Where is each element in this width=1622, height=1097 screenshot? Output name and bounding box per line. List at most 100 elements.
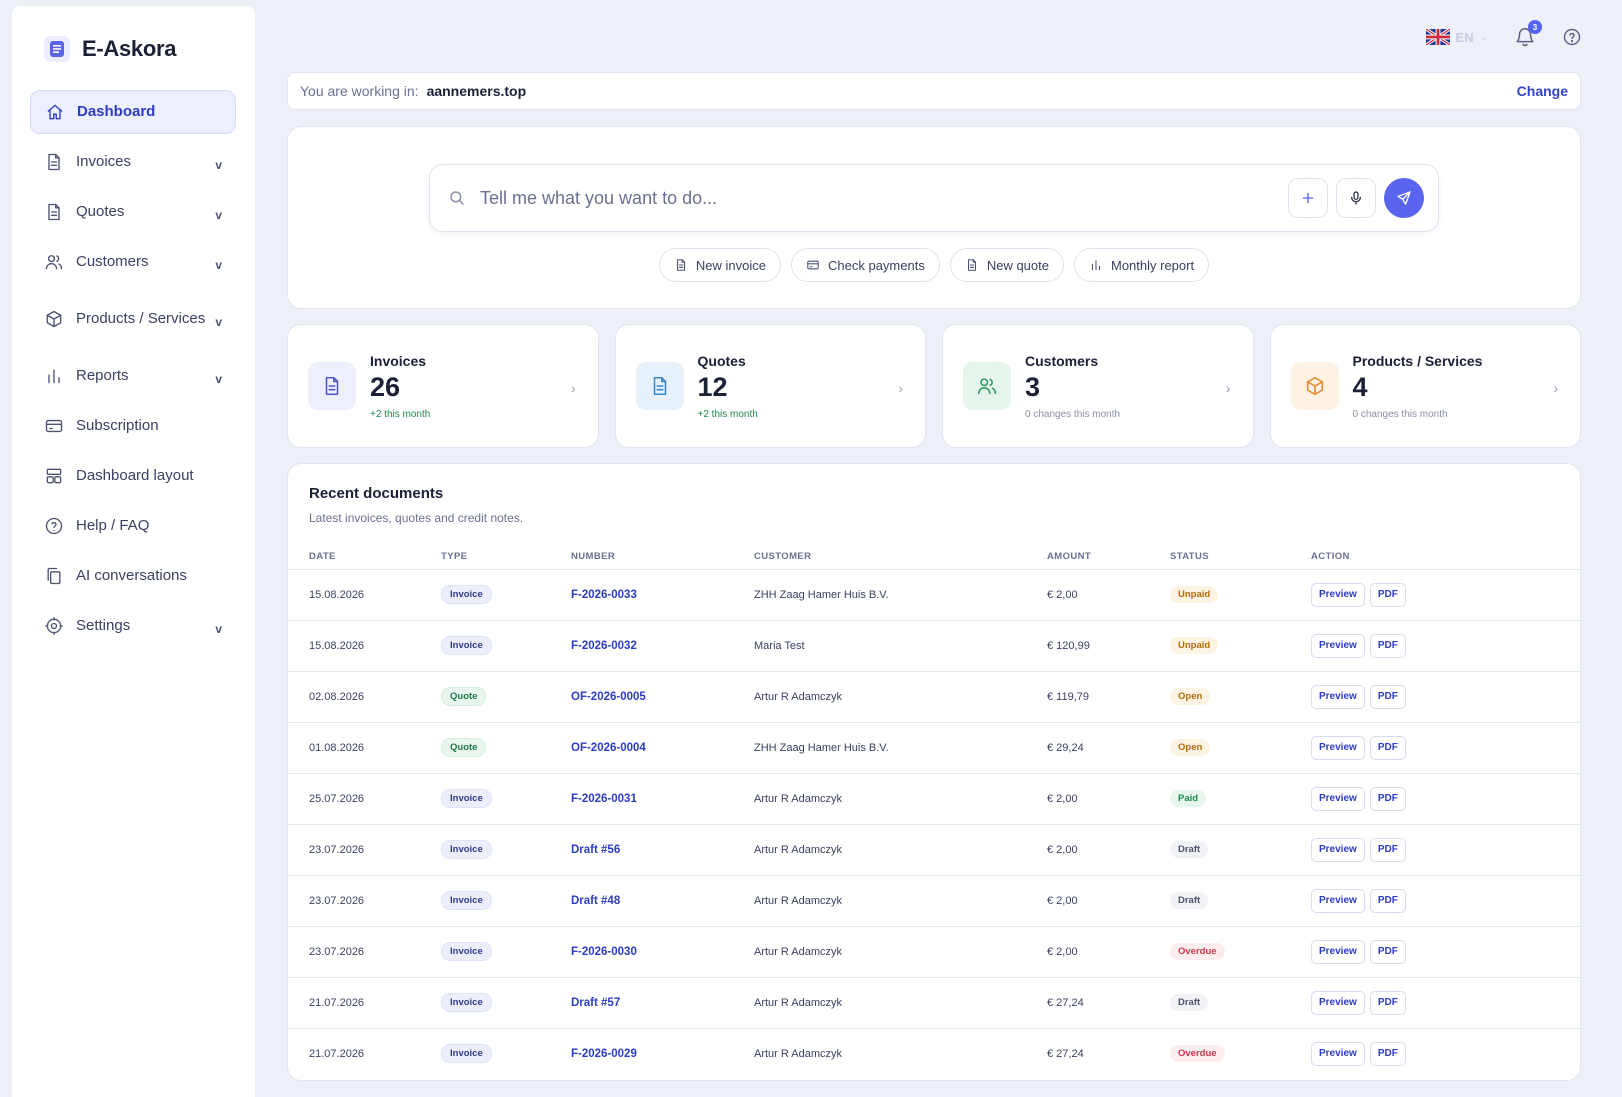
preview-button[interactable]: Preview bbox=[1311, 786, 1365, 811]
pdf-button[interactable]: PDF bbox=[1369, 888, 1406, 913]
table-row: 21.07.2026 Invoice F-2026-0029 Artur R Adam… bbox=[288, 1028, 1580, 1079]
sidebar-item-label: Help / FAQ bbox=[76, 517, 150, 534]
stat-card-customers[interactable]: Customers 3 0 changes this month › bbox=[942, 324, 1254, 448]
topbar-actions: EN ⌄ 3 bbox=[1425, 20, 1582, 48]
notifications-button[interactable]: 3 bbox=[1514, 20, 1542, 48]
pdf-button[interactable]: PDF bbox=[1369, 939, 1406, 964]
help-icon bbox=[44, 516, 64, 536]
document-amount: € 27,24 bbox=[1047, 1047, 1084, 1060]
stat-card-invoices[interactable]: Invoices 26 +2 this month › bbox=[287, 324, 599, 448]
sidebar-item-subscription[interactable]: Subscription bbox=[30, 404, 236, 448]
pdf-button[interactable]: PDF bbox=[1369, 684, 1406, 709]
chevron-down-icon: ⌄ bbox=[1479, 31, 1488, 43]
status-badge: Draft bbox=[1170, 994, 1209, 1011]
assistant-input[interactable] bbox=[466, 187, 1280, 209]
brand[interactable]: E-Askora bbox=[44, 36, 177, 62]
stat-value: 3 bbox=[1025, 372, 1041, 402]
preview-button[interactable]: Preview bbox=[1311, 735, 1365, 760]
chevron-down-icon: v bbox=[215, 158, 222, 172]
sidebar-item-customers[interactable]: Customers v bbox=[30, 240, 236, 284]
language-code: EN bbox=[1455, 29, 1474, 45]
status-badge: Unpaid bbox=[1170, 637, 1219, 654]
pdf-button[interactable]: PDF bbox=[1369, 786, 1406, 811]
preview-button[interactable]: Preview bbox=[1311, 837, 1365, 862]
stat-title: Customers bbox=[1025, 353, 1099, 369]
sidebar-item-products-services[interactable]: Products / Services v bbox=[30, 290, 236, 348]
sidebar-item-dashboard[interactable]: Dashboard bbox=[30, 90, 236, 134]
stat-title: Products / Services bbox=[1352, 353, 1483, 369]
pdf-button[interactable]: PDF bbox=[1369, 990, 1406, 1015]
change-workspace-link[interactable]: Change bbox=[1516, 83, 1568, 99]
document-number-link[interactable]: F-2026-0030 bbox=[571, 945, 637, 958]
document-number-link[interactable]: Draft #48 bbox=[571, 894, 621, 907]
pdf-button[interactable]: PDF bbox=[1369, 1041, 1406, 1066]
pdf-button[interactable]: PDF bbox=[1369, 735, 1406, 760]
document-number-link[interactable]: F-2026-0032 bbox=[571, 639, 637, 652]
users-icon bbox=[963, 362, 1011, 410]
voice-input-button[interactable] bbox=[1336, 178, 1376, 218]
sidebar-item-label: Products / Services bbox=[76, 310, 206, 327]
sidebar-item-dashboard-layout[interactable]: Dashboard layout bbox=[30, 454, 236, 498]
document-number-link[interactable]: F-2026-0029 bbox=[571, 1047, 637, 1060]
document-icon bbox=[44, 202, 64, 222]
column-header-status: STATUS bbox=[1170, 544, 1311, 570]
type-badge: Invoice bbox=[441, 1044, 492, 1064]
customer-name: ZHH Zaag Hamer Huis B.V. bbox=[754, 588, 889, 601]
pdf-button[interactable]: PDF bbox=[1369, 582, 1406, 607]
stat-value: 12 bbox=[697, 372, 728, 402]
sidebar-item-settings[interactable]: Settings v bbox=[30, 604, 236, 648]
add-attachment-button[interactable] bbox=[1288, 178, 1328, 218]
preview-button[interactable]: Preview bbox=[1311, 990, 1365, 1015]
document-number-link[interactable]: Draft #56 bbox=[571, 843, 621, 856]
sidebar-item-label: Invoices bbox=[76, 153, 132, 170]
quick-action-label: Check payments bbox=[828, 257, 925, 273]
box-icon bbox=[1290, 362, 1339, 410]
document-number-link[interactable]: OF-2026-0004 bbox=[571, 741, 646, 754]
sidebar-item-quotes[interactable]: Quotes v bbox=[30, 190, 236, 234]
sidebar-item-help-faq[interactable]: Help / FAQ bbox=[30, 504, 236, 548]
preview-button[interactable]: Preview bbox=[1311, 1041, 1365, 1066]
table-row: 23.07.2026 Invoice F-2026-0030 Artur R Adam… bbox=[288, 926, 1580, 978]
preview-button[interactable]: Preview bbox=[1311, 939, 1365, 964]
table-row: 01.08.2026 Quote OF-2026-0004 ZHH Zaag Hame… bbox=[288, 722, 1580, 774]
type-badge: Invoice bbox=[441, 636, 492, 655]
table-row: 02.08.2026 Quote OF-2026-0005 Artur R Adamc… bbox=[288, 671, 1580, 723]
status-badge: Open bbox=[1170, 688, 1211, 705]
quick-action-monthly-report[interactable]: Monthly report bbox=[1073, 248, 1210, 282]
preview-button[interactable]: Preview bbox=[1311, 684, 1365, 709]
chevron-down-icon: v bbox=[215, 372, 222, 386]
chevron-right-icon: › bbox=[570, 380, 576, 396]
send-button[interactable] bbox=[1384, 178, 1424, 218]
stat-card-products-services[interactable]: Products / Services 4 0 changes this month… bbox=[1269, 324, 1581, 448]
stat-card-quotes[interactable]: Quotes 12 +2 this month › bbox=[614, 324, 926, 448]
preview-button[interactable]: Preview bbox=[1311, 633, 1365, 658]
document-amount: € 29,24 bbox=[1047, 741, 1084, 754]
pdf-button[interactable]: PDF bbox=[1369, 633, 1406, 658]
type-badge: Quote bbox=[441, 687, 487, 706]
help-icon bbox=[1562, 27, 1582, 47]
document-number-link[interactable]: F-2026-0031 bbox=[571, 792, 637, 805]
document-number-link[interactable]: Draft #57 bbox=[571, 996, 621, 1009]
document-number-link[interactable]: F-2026-0033 bbox=[571, 588, 637, 601]
quick-action-label: New invoice bbox=[695, 257, 766, 273]
sidebar-item-ai-conversations[interactable]: AI conversations bbox=[30, 554, 236, 598]
quick-action-check-payments[interactable]: Check payments bbox=[791, 248, 940, 282]
quick-action-new-invoice[interactable]: New invoice bbox=[658, 248, 781, 282]
chevron-down-icon: v bbox=[215, 208, 222, 222]
document-number-link[interactable]: OF-2026-0005 bbox=[571, 690, 646, 703]
preview-button[interactable]: Preview bbox=[1311, 888, 1365, 913]
chevron-down-icon: v bbox=[215, 622, 222, 636]
language-switcher[interactable]: EN ⌄ bbox=[1425, 29, 1488, 45]
gear-icon bbox=[44, 616, 64, 636]
sidebar-item-reports[interactable]: Reports v bbox=[30, 354, 236, 398]
pdf-button[interactable]: PDF bbox=[1369, 837, 1406, 862]
microphone-icon bbox=[1348, 190, 1364, 206]
uk-flag-icon bbox=[1425, 29, 1450, 45]
sidebar-item-label: Customers bbox=[76, 253, 149, 270]
workspace-label: You are working in: bbox=[300, 83, 419, 99]
preview-button[interactable]: Preview bbox=[1311, 582, 1365, 607]
help-button[interactable] bbox=[1562, 27, 1582, 47]
quick-action-new-quote[interactable]: New quote bbox=[949, 248, 1064, 282]
sidebar-item-invoices[interactable]: Invoices v bbox=[30, 140, 236, 184]
status-badge: Overdue bbox=[1170, 943, 1225, 960]
